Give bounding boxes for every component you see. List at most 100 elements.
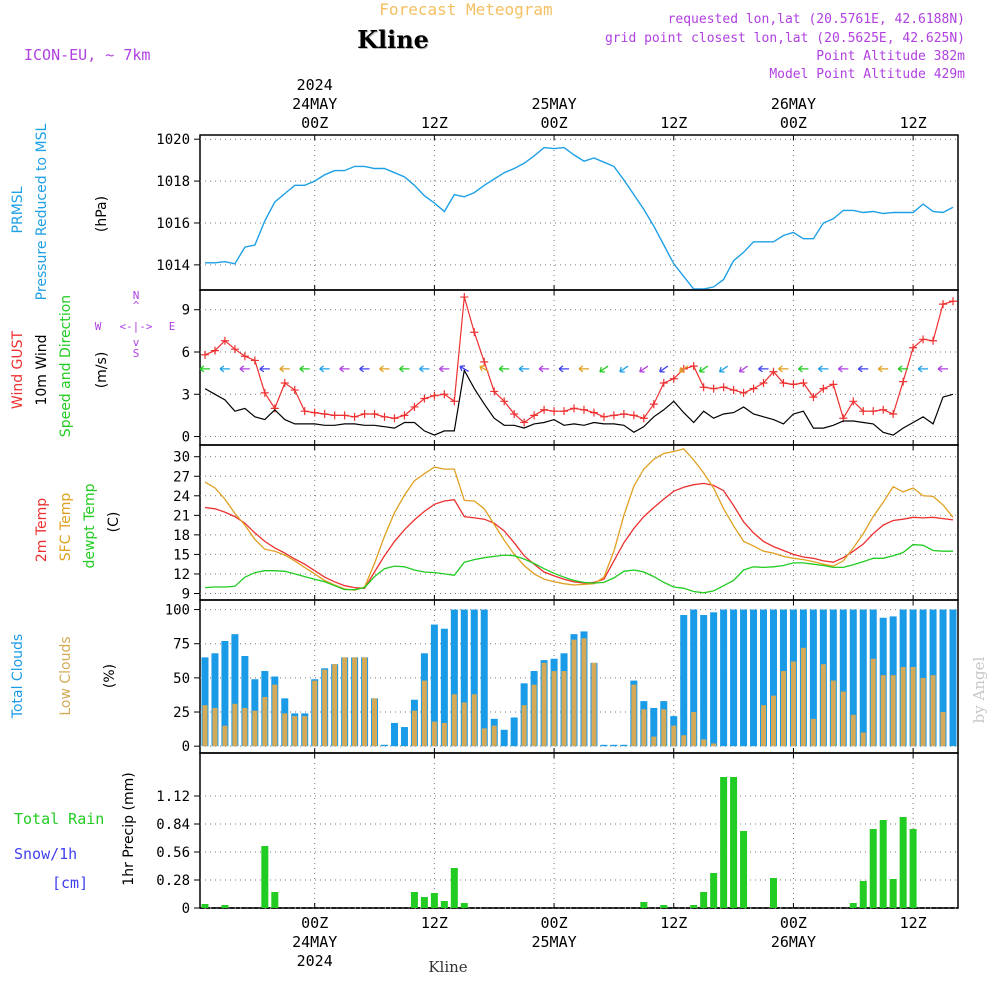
wind-direction-arrow <box>359 365 370 373</box>
low-cloud-bar <box>850 714 856 747</box>
gust-marker <box>490 387 499 396</box>
total-cloud-bar <box>600 744 608 747</box>
wind-direction-arrow <box>479 365 489 372</box>
gust-marker <box>609 411 618 420</box>
wind-direction-arrow <box>679 365 689 373</box>
y-tick-label: 0 <box>182 430 190 446</box>
gust-marker <box>300 407 309 416</box>
total-cloud-bar <box>760 609 768 747</box>
rain-bar <box>889 879 897 908</box>
temp-label-2m: 2m Temp <box>34 498 50 562</box>
gust-marker <box>799 379 808 387</box>
y-tick-label: 0.56 <box>156 845 190 861</box>
gust-marker <box>500 397 509 406</box>
gust-marker <box>560 407 569 416</box>
gust-marker <box>749 384 758 393</box>
wind-direction-arrow <box>857 365 869 373</box>
wind-label-10m: 10m Wind <box>34 334 50 405</box>
top-time-label: 00Z <box>780 114 807 132</box>
low-cloud-bar <box>272 684 278 747</box>
gust-marker <box>919 335 928 344</box>
total-cloud-bar <box>440 628 448 747</box>
rain-bar <box>710 873 718 908</box>
rain-bar <box>261 846 269 908</box>
low-cloud-bar <box>631 684 637 747</box>
gust-marker <box>629 411 638 420</box>
low-cloud-bar <box>940 712 946 747</box>
low-cloud-bar <box>352 657 358 747</box>
wind-label-gust: Wind GUST <box>10 330 26 409</box>
wind-direction-arrow <box>798 365 809 373</box>
wind-direction-arrow <box>259 365 270 373</box>
gust-marker <box>380 412 389 421</box>
cloud-unit: (%) <box>102 664 118 688</box>
compass-e: E <box>169 320 176 333</box>
low-cloud-bar <box>920 677 926 747</box>
y-tick-label: 27 <box>173 469 190 485</box>
rain-bar <box>849 903 857 908</box>
top-time-label: 12Z <box>900 114 927 132</box>
rain-bar <box>879 820 887 908</box>
wind-direction-arrow <box>917 365 929 373</box>
total-cloud-bar <box>750 609 758 747</box>
gust-marker <box>779 379 788 387</box>
total-cloud-bar <box>680 615 688 747</box>
sfc-temp-line <box>204 448 954 591</box>
gust-marker <box>899 377 908 386</box>
low-cloud-bar <box>342 657 348 747</box>
low-cloud-bar <box>421 680 427 747</box>
gust-line <box>204 296 954 424</box>
gust-marker <box>889 410 898 418</box>
cloud-panel: 0 25 50 75 100 <box>165 599 959 755</box>
wind-direction-arrow <box>837 365 849 373</box>
low-cloud-bar <box>202 705 208 747</box>
low-cloud-bar <box>252 710 258 747</box>
total-cloud-bar <box>730 609 738 747</box>
wind-direction-arrow <box>319 365 330 373</box>
compass-arrow-up: ^ <box>133 299 140 312</box>
total-cloud-bar <box>460 609 468 747</box>
low-cloud-bar <box>491 725 497 747</box>
gust-marker <box>689 362 698 371</box>
gust-marker <box>809 393 818 402</box>
gust-marker <box>739 388 748 397</box>
compass-n: N <box>133 289 140 302</box>
rain-bar <box>660 905 668 908</box>
y-tick-label: 18 <box>173 528 190 544</box>
gust-marker <box>510 410 519 418</box>
y-tick-label: 0.84 <box>156 817 190 833</box>
rain-bar <box>640 902 648 908</box>
low-cloud-bar <box>820 664 826 747</box>
low-cloud-bar <box>262 696 268 747</box>
top-time-label: 24MAY <box>292 95 337 113</box>
gust-marker <box>200 350 209 359</box>
low-cloud-bar <box>870 658 876 747</box>
wind-direction-arrow <box>698 365 709 373</box>
total-cloud-bar <box>740 609 748 747</box>
total-cloud-bar <box>700 615 708 747</box>
wind-panel: 0 3 6 9 <box>182 290 959 446</box>
temp-label-dewpt: dewpt Temp <box>82 483 98 568</box>
gust-marker <box>330 411 339 420</box>
rain-bar <box>899 817 907 908</box>
wind-direction-arrow <box>419 365 430 373</box>
wind-label-direction: Speed and Direction <box>58 295 74 437</box>
low-cloud-bar <box>780 671 786 747</box>
low-cloud-bar <box>292 716 298 747</box>
y-tick-label: 30 <box>173 450 190 466</box>
low-cloud-bar <box>581 638 587 747</box>
wind-direction-arrow <box>639 365 649 373</box>
wind-speed-line <box>204 368 954 436</box>
gust-marker <box>619 410 628 418</box>
gust-marker <box>699 383 708 392</box>
gust-marker <box>210 346 219 355</box>
wind-direction-arrow <box>738 365 749 373</box>
low-cloud-bar <box>840 691 846 747</box>
pressure-panel: 1014 1016 1018 1020 <box>156 132 959 291</box>
wind-direction-arrow <box>538 365 550 373</box>
total-cloud-bar <box>949 609 957 747</box>
dewpt-line <box>204 543 953 594</box>
total-cloud-bar <box>710 612 718 747</box>
rain-bar <box>460 903 468 908</box>
